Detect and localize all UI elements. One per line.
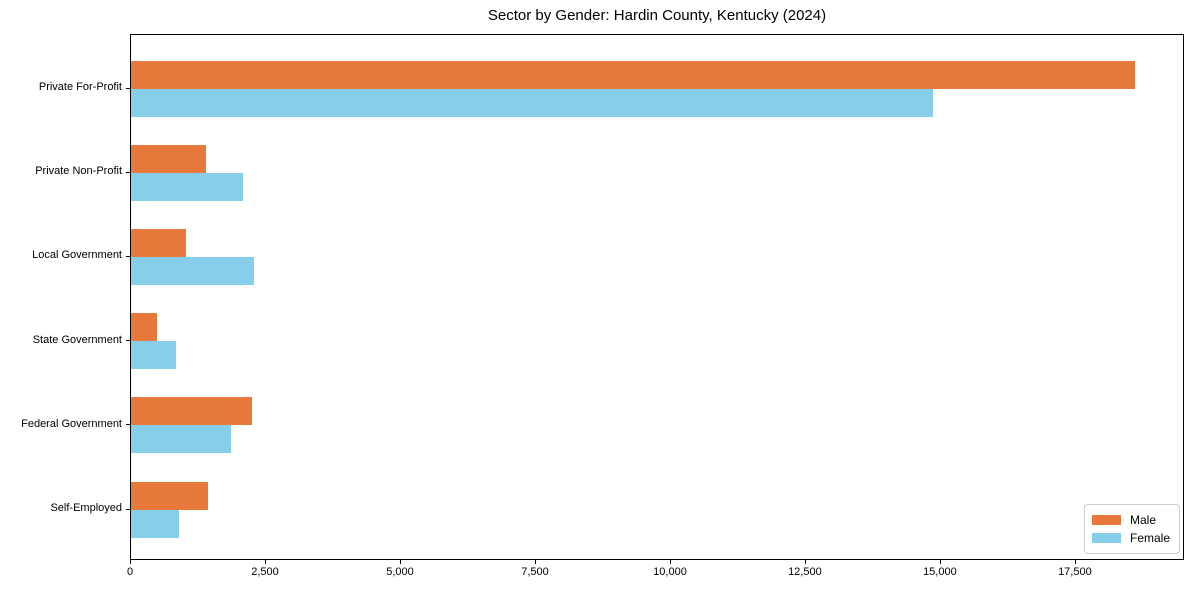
x-tick-5000 bbox=[400, 560, 401, 564]
x-tick-label-12500: 12,500 bbox=[788, 566, 822, 578]
x-tick-label-2500: 2,500 bbox=[251, 566, 279, 578]
y-tick-label-federal-government: Federal Government bbox=[21, 417, 122, 430]
bar-male-private-for-profit bbox=[131, 60, 1136, 89]
legend-entry-female: Female bbox=[1091, 529, 1170, 547]
y-tick-state-government bbox=[126, 340, 130, 342]
y-tick-label-private-for-profit: Private For-Profit bbox=[38, 81, 122, 93]
bar-male-state-government bbox=[131, 313, 157, 342]
legend-entry-male: Male bbox=[1091, 511, 1170, 529]
chart-title: Sector by Gender: Hardin County, Kentuck… bbox=[487, 7, 827, 24]
legend: Male Female bbox=[1083, 504, 1180, 554]
x-tick-label-10000: 10,000 bbox=[653, 566, 687, 578]
bar-female-state-government bbox=[131, 341, 176, 370]
y-tick-local-government bbox=[126, 255, 130, 257]
x-tick-label-5000: 5,000 bbox=[386, 566, 414, 578]
x-tick-label-0: 0 bbox=[126, 566, 134, 578]
bar-male-self-employed bbox=[131, 481, 209, 510]
x-tick-0 bbox=[130, 560, 131, 564]
legend-swatch-female bbox=[1091, 533, 1121, 543]
y-tick-self-employed bbox=[126, 508, 130, 510]
bar-female-self-employed bbox=[131, 509, 179, 538]
bar-female-private-for-profit bbox=[131, 88, 934, 117]
legend-label-female: Female bbox=[1129, 531, 1170, 545]
plot-area: Male Female bbox=[130, 34, 1184, 560]
legend-label-male: Male bbox=[1129, 513, 1156, 527]
x-tick-10000 bbox=[670, 560, 671, 564]
x-tick-2500 bbox=[265, 560, 266, 564]
x-tick-15000 bbox=[939, 560, 941, 564]
y-tick-label-local-government: Local Government bbox=[32, 249, 122, 262]
bar-female-private-non-profit bbox=[131, 172, 244, 201]
x-tick-12500 bbox=[804, 560, 806, 564]
bar-male-federal-government bbox=[131, 397, 252, 426]
x-tick-label-17500: 17,500 bbox=[1058, 566, 1092, 578]
x-tick-label-15000: 15,000 bbox=[923, 566, 957, 578]
y-tick-label-state-government: State Government bbox=[32, 333, 122, 346]
bar-male-private-non-profit bbox=[131, 144, 207, 173]
x-tick-17500 bbox=[1074, 560, 1076, 564]
bar-female-local-government bbox=[131, 256, 254, 285]
bar-female-federal-government bbox=[131, 425, 231, 454]
y-tick-private-non-profit bbox=[126, 171, 130, 173]
y-tick-federal-government bbox=[126, 424, 130, 426]
y-tick-private-for-profit bbox=[126, 87, 130, 89]
x-tick-7500 bbox=[535, 560, 536, 564]
x-tick-label-7500: 7,500 bbox=[521, 566, 549, 578]
y-tick-label-private-non-profit: Private Non-Profit bbox=[35, 165, 122, 178]
y-tick-label-self-employed: Self-Employed bbox=[50, 502, 122, 514]
bar-male-local-government bbox=[131, 228, 187, 257]
legend-swatch-male bbox=[1091, 515, 1121, 525]
